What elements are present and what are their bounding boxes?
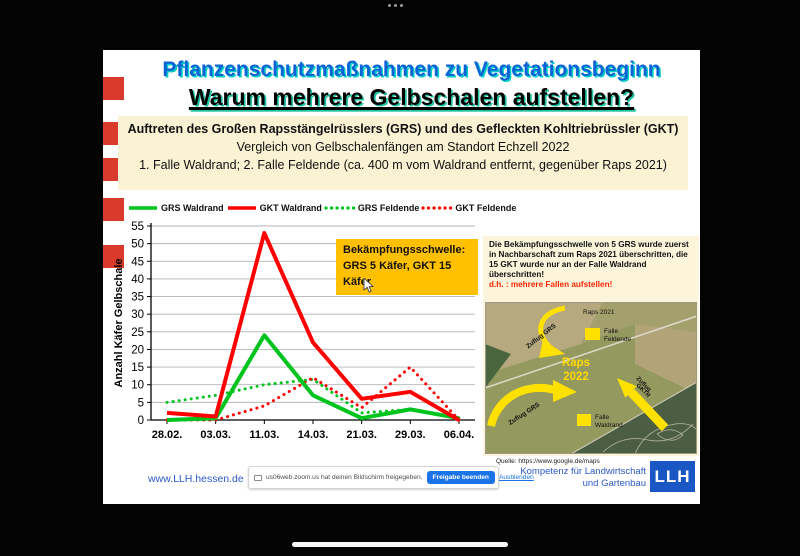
- trap-marker-feldende: [585, 328, 600, 340]
- note-panel: Die Bekämpfungsschwelle von 5 GRS wurde …: [483, 236, 699, 456]
- legend-label: GRS Feldende: [357, 203, 420, 213]
- aerial-field-map: Raps 2021 Zuflug GRS Falle Feldende Raps…: [485, 302, 697, 454]
- series-line-grs-feldende: [165, 377, 461, 420]
- share-message: us06web.zoom.us hat deinen Bildschirm fr…: [266, 474, 423, 481]
- y-tick-label: 0: [138, 415, 144, 427]
- y-axis-title: Anzahl Käfer Gelbschale: [113, 259, 125, 388]
- org-tagline-1: Kompetenz für Landwirtschaft: [520, 466, 646, 477]
- x-tick-label: 11.03.: [249, 429, 279, 441]
- note-text: Die Bekämpfungsschwelle von 5 GRS wurde …: [489, 240, 689, 279]
- legend-item: GKT Feldende: [421, 203, 516, 213]
- legend-item: GRS Waldrand: [127, 203, 224, 213]
- red-check-decoration: [103, 77, 124, 100]
- trap-marker-waldrand: [577, 414, 591, 426]
- y-tick-label: 45: [131, 256, 144, 268]
- info-line-3: 1. Falle Waldrand; 2. Falle Feldende (ca…: [139, 158, 667, 173]
- y-tick-label: 15: [131, 362, 144, 374]
- zuflug-arrow-bottom: [487, 383, 557, 428]
- y-tick-label: 55: [131, 221, 144, 233]
- map-label-falle-feldende-1: Falle: [604, 328, 618, 335]
- y-tick-label: 5: [138, 397, 144, 409]
- map-label-falle-feldende-2: Feldende: [604, 336, 631, 343]
- legend-label: GRS Waldrand: [161, 203, 224, 213]
- zuflug-arrow-top-head: [539, 340, 565, 358]
- info-line-2: Vergleich von Gelbschalenfängen am Stand…: [236, 140, 570, 155]
- slide-subtitle: Warum mehrere Gelbschalen aufstellen?: [188, 84, 635, 110]
- legend-swatch: [129, 206, 157, 210]
- zuflug-arrow-bottom-head: [553, 380, 577, 402]
- zuflug-arrow-gktr: [627, 388, 669, 432]
- chart-legend: GRS Waldrand GKT Waldrand GRS Feldende GKT …: [127, 201, 516, 215]
- org-tagline-2: und Gartenbau: [582, 477, 646, 489]
- legend-item: GKT Waldrand: [226, 203, 322, 213]
- legend-swatch: [227, 206, 256, 210]
- zuflug-arrow-gktr-head: [617, 378, 637, 398]
- red-check-decoration: [103, 198, 124, 221]
- x-tick-label: 28.02.: [152, 429, 183, 441]
- map-road: [485, 315, 697, 389]
- legend-label: GKT Feldende: [455, 203, 517, 213]
- x-tick-label: 21.03.: [346, 429, 377, 441]
- map-forest-path: [656, 429, 684, 441]
- screen-share-icon: [254, 474, 262, 481]
- screen-share-notification: us06web.zoom.us hat deinen Bildschirm fr…: [248, 466, 534, 489]
- zoom-controls-handle-icon[interactable]: [388, 4, 403, 7]
- map-source-caption: Quelle: https://www.google.de/maps: [496, 458, 600, 465]
- stop-sharing-button[interactable]: Freigabe beenden: [426, 471, 495, 484]
- hide-notification-link[interactable]: Ausblenden: [498, 474, 534, 481]
- y-tick-label: 20: [131, 344, 144, 356]
- legend-swatch: [324, 206, 356, 210]
- y-tick-label: 50: [131, 239, 144, 251]
- legend-swatch: [421, 206, 453, 210]
- taskbar-hint[interactable]: [292, 542, 508, 547]
- y-tick-label: 35: [131, 292, 144, 304]
- map-label-raps2022-2: 2022: [563, 371, 589, 383]
- y-tick-label: 30: [131, 309, 144, 321]
- x-tick-label: 14.03.: [298, 429, 329, 441]
- map-field-dark-left: [485, 344, 511, 388]
- y-tick-label: 10: [131, 380, 144, 392]
- org-tagline: Kompetenz für Landwirtschaft und Gartenb…: [478, 466, 646, 490]
- map-field-right: [635, 324, 697, 394]
- map-border: [485, 302, 697, 454]
- map-forest-path: [602, 423, 694, 453]
- llh-logo: LLH: [650, 461, 695, 492]
- x-tick-label: 03.03.: [200, 429, 231, 441]
- map-road: [570, 381, 697, 454]
- map-label-falle-waldrand-2: Waldrand: [595, 422, 623, 429]
- y-tick-label: 25: [131, 327, 144, 339]
- slide-title: Pflanzenschutzmaßnahmen zu Vegetationsbe…: [162, 58, 661, 81]
- x-tick-label: 06.04.: [444, 429, 475, 441]
- series-line-grs-waldrand: [166, 333, 460, 422]
- website-text: www.LLH.hessen.de: [148, 473, 244, 485]
- mouse-cursor-icon: [363, 278, 375, 293]
- red-check-decoration: [103, 245, 124, 268]
- map-label-falle-waldrand-1: Falle: [595, 414, 609, 421]
- x-tick-label: 29.03.: [395, 429, 426, 441]
- note-emphasis: d.h. : mehrere Fallen aufstellen!: [489, 280, 613, 289]
- line-chart: 0 5 10 15 20 25 30 35 40 45 50 55 28.02. 03.03. 11.03.…: [113, 221, 475, 441]
- info-box: Auftreten des Großen Rapsstängelrüsslers…: [118, 116, 688, 190]
- y-tick-label: 40: [131, 274, 144, 286]
- info-line-1: Auftreten des Großen Rapsstängelrüsslers…: [127, 122, 679, 136]
- map-label-raps2022-1: Raps: [562, 357, 590, 369]
- map-label-raps2021: Raps 2021: [583, 309, 615, 316]
- series-line-gkt-waldrand: [166, 231, 461, 422]
- legend-item: GRS Feldende: [324, 203, 420, 213]
- presentation-slide: Pflanzenschutzmaßnahmen zu Vegetationsbe…: [103, 50, 700, 504]
- threshold-callout: Bekämpfungsschwelle: GRS 5 Käfer, GKT 15…: [336, 239, 478, 295]
- map-forest-path: [634, 423, 697, 454]
- legend-label: GKT Waldrand: [259, 203, 322, 213]
- map-field-top: [581, 302, 697, 344]
- threshold-line-1: Bekämpfungsschwelle:: [343, 244, 466, 256]
